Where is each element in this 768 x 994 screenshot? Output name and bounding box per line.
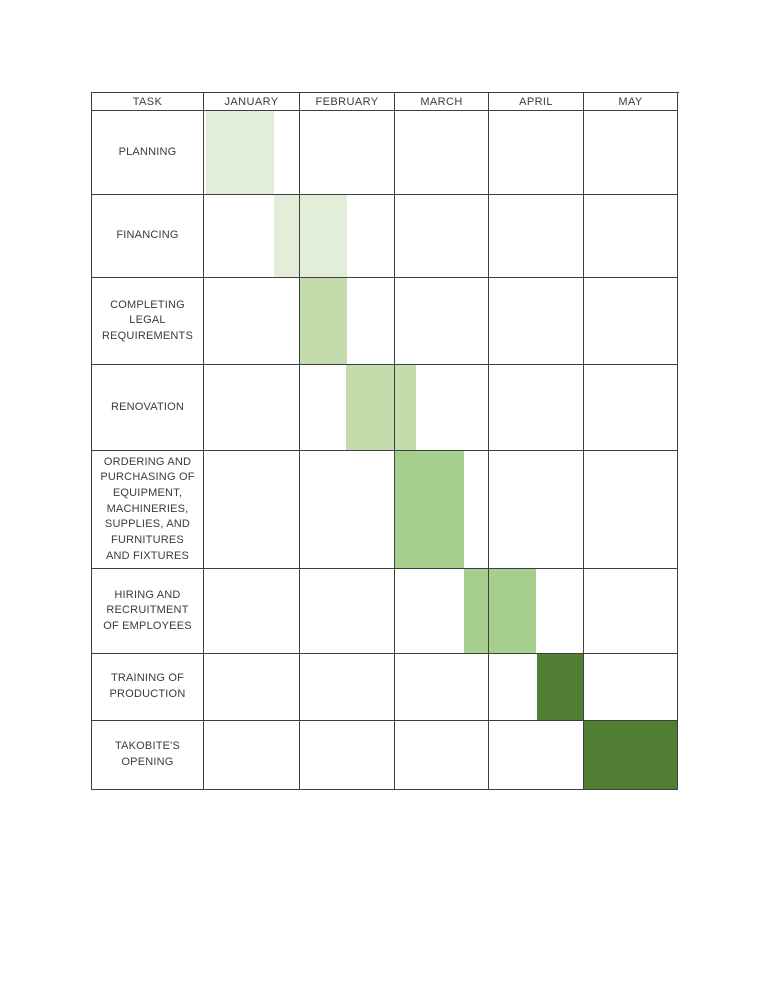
- gantt-row-hiring-and-recruitment: HIRING AND RECRUITMENT OF EMPLOYEES: [92, 569, 679, 654]
- month-cell-takobites-opening-january: [204, 721, 300, 790]
- month-cell-hiring-and-recruitment-january: [204, 569, 300, 654]
- header-cell-month-february: FEBRUARY: [300, 93, 395, 111]
- month-cell-renovation-may: [584, 365, 678, 451]
- task-label-completing-legal-requirements: COMPLETING LEGAL REQUIREMENTS: [92, 278, 204, 365]
- month-cell-training-of-production-january: [204, 654, 300, 721]
- gantt-bar-completing-legal-requirements: [300, 278, 347, 365]
- month-cell-training-of-production-april: [489, 654, 584, 721]
- month-cell-renovation-april: [489, 365, 584, 451]
- gantt-chart-table: TASK JANUARY FEBRUARY MARCH APRIL MAY PLANNING…: [91, 92, 679, 790]
- month-cell-takobites-opening-february: [300, 721, 395, 790]
- header-cell-month-march: MARCH: [395, 93, 489, 111]
- month-cell-training-of-production-may: [584, 654, 678, 721]
- month-cell-renovation-february: [300, 365, 395, 451]
- gantt-row-planning: PLANNING: [92, 111, 679, 195]
- gantt-row-completing-legal-requirements: COMPLETING LEGAL REQUIREMENTS: [92, 278, 679, 365]
- month-cell-financing-may: [584, 195, 678, 278]
- month-cell-training-of-production-march: [395, 654, 489, 721]
- gantt-row-renovation: RENOVATION: [92, 365, 679, 451]
- month-cell-completing-legal-requirements-january: [204, 278, 300, 365]
- month-cell-planning-february: [300, 111, 395, 195]
- gantt-row-financing: FINANCING: [92, 195, 679, 278]
- month-cell-completing-legal-requirements-march: [395, 278, 489, 365]
- gantt-row-takobites-opening: TAKOBITE'S OPENING: [92, 721, 679, 790]
- month-cell-ordering-and-purchasing-may: [584, 451, 678, 569]
- gantt-bar-renovation: [345, 365, 416, 451]
- month-cell-takobites-opening-may: [584, 721, 678, 790]
- month-cell-renovation-march: [395, 365, 489, 451]
- task-label-training-of-production: TRAINING OF PRODUCTION: [92, 654, 204, 721]
- month-cell-planning-january: [204, 111, 300, 195]
- gantt-bar-planning: [205, 111, 275, 195]
- gantt-bar-takobites-opening: [584, 721, 678, 790]
- header-cell-month-january: JANUARY: [204, 93, 300, 111]
- month-cell-ordering-and-purchasing-january: [204, 451, 300, 569]
- month-cell-takobites-opening-march: [395, 721, 489, 790]
- month-cell-hiring-and-recruitment-april: [489, 569, 584, 654]
- month-cell-financing-january: [204, 195, 300, 278]
- month-cell-takobites-opening-april: [489, 721, 584, 790]
- task-label-planning: PLANNING: [92, 111, 204, 195]
- gantt-bar-hiring-and-recruitment: [463, 569, 536, 654]
- header-cell-task: TASK: [92, 93, 204, 111]
- month-cell-ordering-and-purchasing-february: [300, 451, 395, 569]
- header-cell-month-may: MAY: [584, 93, 678, 111]
- month-cell-ordering-and-purchasing-march: [395, 451, 489, 569]
- month-cell-planning-march: [395, 111, 489, 195]
- month-cell-completing-legal-requirements-february: [300, 278, 395, 365]
- gantt-bar-financing: [274, 195, 347, 278]
- month-cell-completing-legal-requirements-may: [584, 278, 678, 365]
- gantt-row-ordering-and-purchasing: ORDERING AND PURCHASING OF EQUIPMENT, MA…: [92, 451, 679, 569]
- month-cell-hiring-and-recruitment-may: [584, 569, 678, 654]
- month-cell-renovation-january: [204, 365, 300, 451]
- task-label-renovation: RENOVATION: [92, 365, 204, 451]
- month-cell-hiring-and-recruitment-march: [395, 569, 489, 654]
- task-label-ordering-and-purchasing: ORDERING AND PURCHASING OF EQUIPMENT, MA…: [92, 451, 204, 569]
- gantt-row-training-of-production: TRAINING OF PRODUCTION: [92, 654, 679, 721]
- gantt-bar-training-of-production: [536, 654, 584, 721]
- task-label-hiring-and-recruitment: HIRING AND RECRUITMENT OF EMPLOYEES: [92, 569, 204, 654]
- month-cell-financing-february: [300, 195, 395, 278]
- month-cell-planning-may: [584, 111, 678, 195]
- gantt-bar-ordering-and-purchasing: [395, 451, 464, 569]
- month-cell-completing-legal-requirements-april: [489, 278, 584, 365]
- month-cell-financing-april: [489, 195, 584, 278]
- gantt-header-row: TASK JANUARY FEBRUARY MARCH APRIL MAY: [92, 93, 679, 111]
- month-cell-planning-april: [489, 111, 584, 195]
- task-label-financing: FINANCING: [92, 195, 204, 278]
- month-cell-hiring-and-recruitment-february: [300, 569, 395, 654]
- month-cell-ordering-and-purchasing-april: [489, 451, 584, 569]
- header-cell-month-april: APRIL: [489, 93, 584, 111]
- month-cell-training-of-production-february: [300, 654, 395, 721]
- month-cell-financing-march: [395, 195, 489, 278]
- task-label-takobites-opening: TAKOBITE'S OPENING: [92, 721, 204, 790]
